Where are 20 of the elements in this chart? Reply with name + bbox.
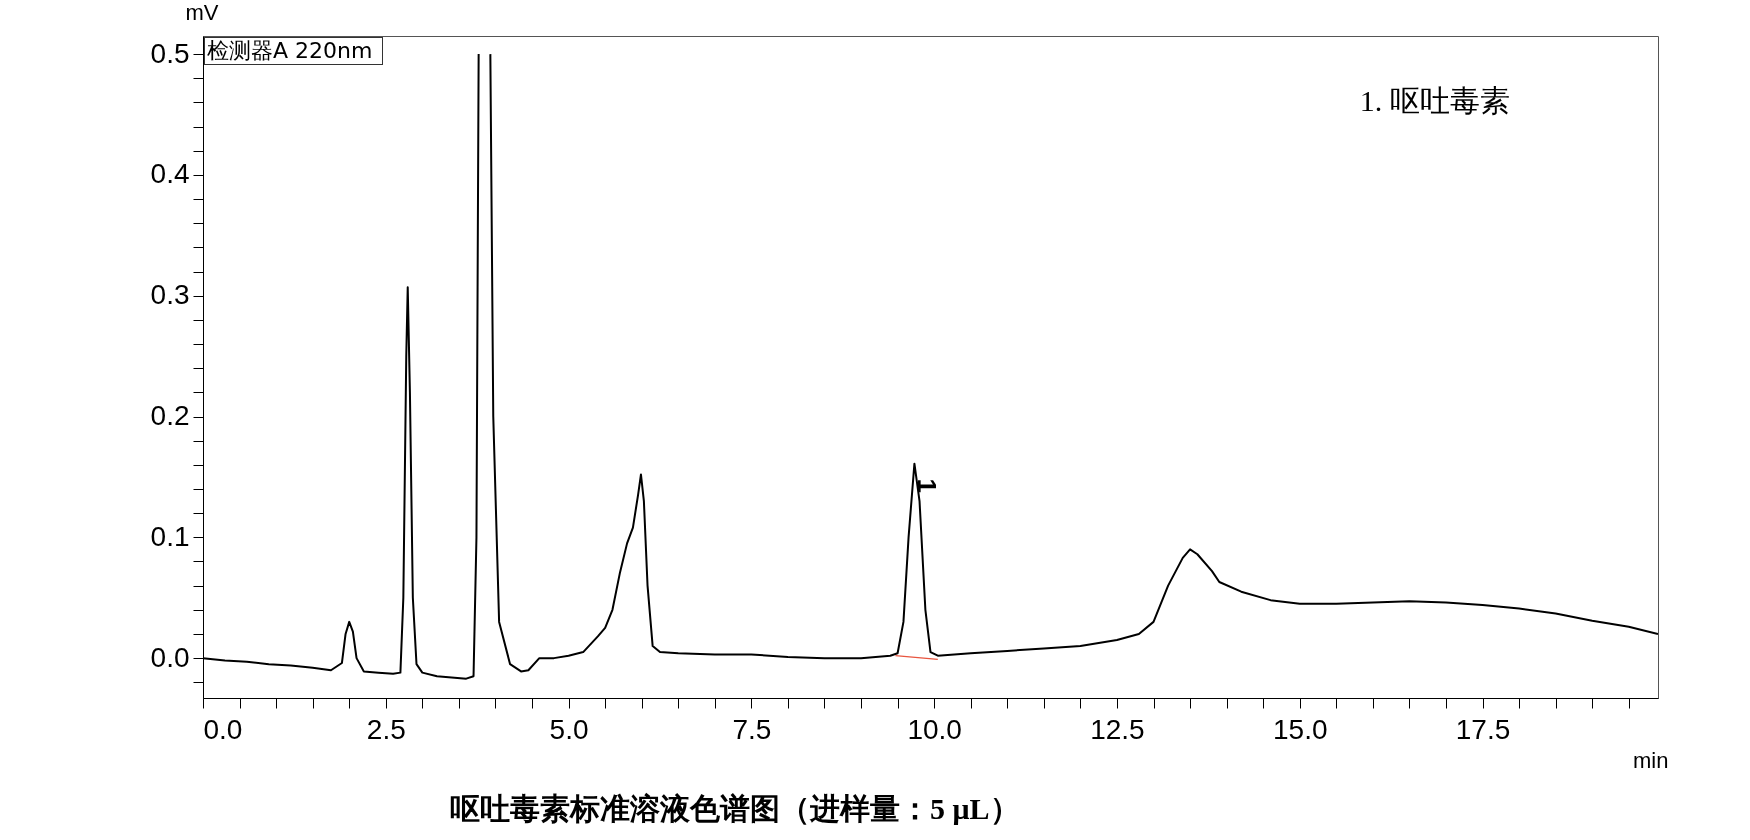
x-tick-label: 10.0	[907, 713, 962, 745]
x-tick-label: 15.0	[1272, 713, 1328, 745]
x-tick-label: 2.5	[366, 713, 406, 745]
x-tick-label: 0.0	[203, 713, 243, 745]
text: 呕吐毒素标准溶液色谱图（进样量：5 μL）	[450, 792, 1020, 825]
annotation: 检测器A 220nm	[204, 37, 384, 65]
y-tick-label: 0.0	[150, 641, 190, 673]
x-axis-title: min	[1633, 747, 1669, 773]
x-tick-label: 17.5	[1455, 713, 1511, 745]
annotation: 1	[912, 478, 943, 493]
y-tick-label: 0.1	[150, 520, 190, 552]
x-tick-label: 5.0	[549, 713, 589, 745]
x-tick-label: 12.5	[1090, 713, 1145, 745]
y-tick-label: 0.2	[150, 400, 190, 432]
annotation: 1. 呕吐毒素	[1359, 84, 1510, 117]
y-tick-label: 0.5	[150, 37, 190, 69]
y-axis-title: mV	[185, 0, 219, 25]
x-tick-label: 7.5	[732, 713, 772, 745]
y-tick-label: 0.4	[150, 158, 190, 190]
y-tick-label: 0.3	[150, 279, 190, 311]
